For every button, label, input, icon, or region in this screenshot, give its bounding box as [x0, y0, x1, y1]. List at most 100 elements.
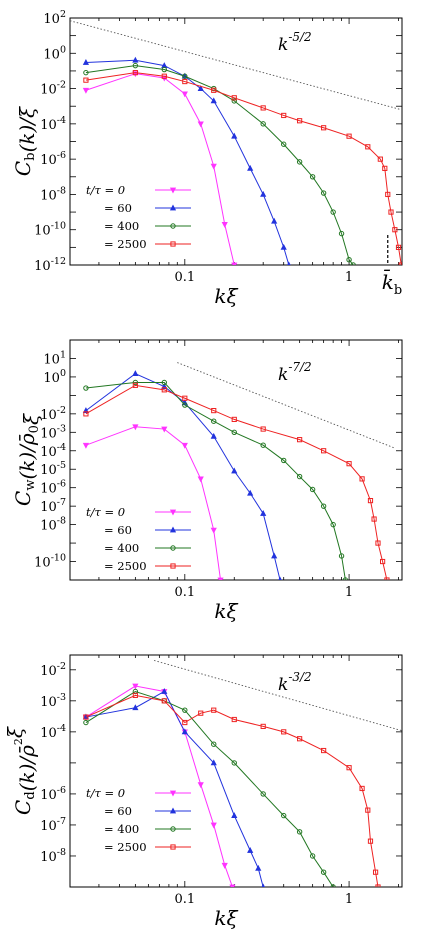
- x-tick-label: 1: [345, 585, 353, 600]
- data-point: [182, 78, 188, 85]
- data-point: [132, 683, 139, 690]
- data-point: [197, 476, 204, 483]
- data-point: [211, 707, 217, 713]
- data-point: [350, 262, 356, 265]
- data-point: [247, 847, 254, 853]
- data-point: [346, 133, 352, 139]
- data-point: [132, 379, 139, 386]
- data-point: [382, 165, 388, 171]
- series-line: [85, 72, 402, 265]
- data-point: [365, 807, 371, 813]
- data-point: [260, 105, 266, 111]
- data-point: [161, 379, 167, 386]
- data-point: [271, 217, 278, 224]
- data-point: [377, 156, 383, 162]
- y-tick-label: 10-8: [40, 185, 66, 203]
- data-point: [309, 174, 316, 180]
- data-point: [132, 56, 139, 63]
- y-tick-label: 10-4: [40, 723, 66, 741]
- y-axis-label: Cb(k)/ξ: [11, 106, 39, 176]
- k-bar-label: k̄b: [382, 269, 402, 298]
- data-point: [330, 209, 336, 215]
- y-tick-label: 101: [43, 349, 66, 367]
- legend-label: = 60: [104, 804, 132, 818]
- data-point: [82, 442, 90, 449]
- power-law-reference-line: [153, 660, 402, 732]
- series-t60: [82, 56, 291, 265]
- data-point: [210, 759, 217, 766]
- data-point: [385, 191, 391, 198]
- data-point: [375, 884, 381, 887]
- data-point: [231, 467, 238, 474]
- legend-label: = 400: [104, 822, 139, 836]
- data-point: [211, 418, 217, 424]
- data-point: [297, 437, 303, 443]
- data-point: [371, 516, 377, 522]
- series-line: [85, 384, 388, 580]
- legend-swatch-marker: [169, 187, 177, 194]
- y-tick-label: 10-6: [40, 150, 66, 168]
- y-tick-label: 100: [43, 368, 66, 386]
- data-point: [398, 262, 402, 265]
- data-point: [261, 883, 266, 887]
- series-t2500: [83, 382, 390, 580]
- power-law-reference-line: [177, 362, 396, 449]
- series-line: [85, 426, 222, 580]
- data-point: [161, 66, 167, 73]
- data-point: [321, 125, 327, 131]
- data-point: [247, 489, 254, 496]
- data-point: [229, 884, 236, 887]
- data-point: [83, 714, 89, 720]
- power-law-reference-line: [70, 20, 402, 111]
- y-tick-label: 10-2: [40, 405, 66, 423]
- y-tick-label: 10-4: [40, 442, 66, 460]
- data-point: [161, 73, 167, 79]
- y-tick-label: 102: [43, 9, 66, 27]
- data-point: [260, 791, 266, 797]
- y-axis-label: Cd(k)/ρ̄2ξ: [3, 726, 39, 815]
- legend-swatch-marker: [169, 807, 177, 814]
- legend-swatch-marker: [170, 826, 176, 832]
- data-point: [296, 159, 303, 165]
- data-point: [231, 760, 237, 766]
- legend-swatch-marker: [169, 526, 177, 533]
- series-t0: [82, 683, 236, 887]
- y-tick-label: 10-3: [40, 692, 66, 710]
- legend-label: = 2500: [104, 559, 147, 573]
- y-tick-label: 10-10: [34, 221, 66, 239]
- data-point: [182, 402, 188, 408]
- y-tick-label: 10-6: [40, 785, 66, 803]
- data-point: [181, 728, 188, 735]
- data-point: [287, 261, 291, 265]
- data-point: [221, 862, 228, 869]
- data-point: [342, 577, 349, 580]
- data-point: [384, 577, 390, 580]
- data-point: [231, 416, 237, 423]
- data-point: [181, 91, 188, 98]
- data-point: [297, 118, 303, 124]
- data-point: [217, 577, 224, 580]
- data-point: [211, 741, 217, 747]
- data-point: [211, 87, 217, 93]
- x-axis-label: kξ: [214, 599, 238, 623]
- data-point: [231, 812, 238, 818]
- data-point: [380, 558, 386, 565]
- data-point: [395, 244, 402, 250]
- series-line: [85, 690, 334, 887]
- data-point: [392, 227, 398, 233]
- y-tick-label: 100: [43, 44, 66, 62]
- data-point: [132, 704, 139, 711]
- legend-swatch-marker: [170, 241, 176, 247]
- data-point: [296, 829, 303, 835]
- series-t400: [83, 62, 356, 265]
- data-point: [260, 190, 267, 197]
- legend-swatch-marker: [170, 844, 176, 850]
- data-point: [365, 144, 371, 150]
- data-point: [231, 95, 237, 101]
- data-point: [280, 243, 287, 250]
- legend-label: = 2500: [104, 840, 147, 854]
- y-tick-label: 10-6: [40, 479, 66, 497]
- data-point: [231, 716, 237, 723]
- legend-label: = 60: [104, 201, 132, 215]
- data-point: [260, 723, 266, 729]
